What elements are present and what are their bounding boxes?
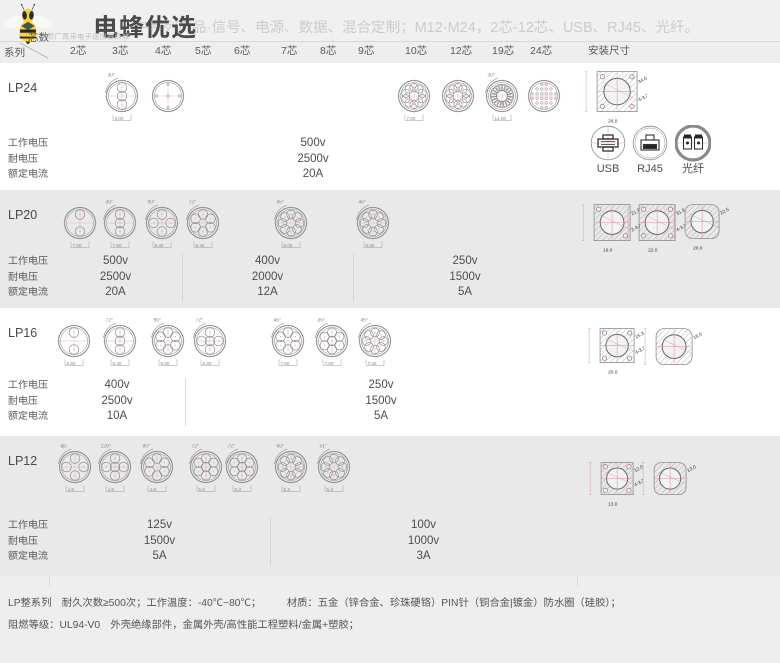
svg-text:45°: 45° [274,318,282,324]
svg-text:7.00: 7.00 [73,243,82,248]
svg-text:7.60: 7.60 [113,243,122,248]
svg-text:8.40: 8.40 [196,243,205,248]
svg-text:19.0: 19.0 [603,248,613,254]
svg-text:13.0: 13.0 [608,502,618,508]
svg-text:7.00: 7.00 [325,361,334,366]
svg-text:45°: 45° [277,200,285,206]
svg-text:26.0: 26.0 [608,119,618,125]
svg-text:45°: 45° [359,200,367,206]
svg-text:72°: 72° [189,200,197,206]
svg-text:20.0: 20.0 [608,370,618,376]
svg-text:72°: 72° [192,444,200,450]
svg-text:35°: 35° [318,318,326,324]
svg-text:30°: 30° [108,73,116,79]
svg-text:72°: 72° [106,318,114,324]
svg-text:4.8: 4.8 [108,487,115,492]
svg-text:8.00: 8.00 [115,116,124,121]
svg-text:30°: 30° [488,73,496,79]
svg-text:7.00: 7.00 [407,116,416,121]
svg-text:8.40: 8.40 [155,243,164,248]
svg-text:16.5: 16.5 [692,331,702,341]
svg-text:RJ45: RJ45 [637,163,663,175]
svg-text:5.0: 5.0 [199,487,206,492]
svg-text:34.0: 34.0 [637,76,647,86]
svg-text:60°: 60° [277,444,285,450]
svg-text:5.3: 5.3 [235,487,242,492]
svg-text:90°: 90° [143,444,151,450]
svg-text:6.60: 6.60 [161,361,170,366]
svg-text:4-3.2: 4-3.2 [637,93,647,104]
svg-text:光纤: 光纤 [682,161,704,175]
svg-text:5.3: 5.3 [284,487,291,492]
svg-text:22.0: 22.0 [648,248,658,254]
svg-text:4.8: 4.8 [68,487,75,492]
svg-text:6.40: 6.40 [113,361,122,366]
svg-text:8p·: 8p· [61,444,69,450]
svg-text:8.00: 8.00 [284,243,293,248]
svg-text:72°: 72° [196,318,204,324]
svg-text:8.00: 8.00 [366,243,375,248]
svg-text:5.3: 5.3 [327,487,334,492]
svg-text:5.60: 5.60 [67,361,76,366]
svg-text:7.00: 7.00 [368,361,377,366]
svg-text:4.8: 4.8 [150,487,157,492]
svg-text:4-3.2: 4-3.2 [634,345,644,356]
svg-text:51°: 51° [320,444,328,450]
svg-text:14.00: 14.00 [495,116,507,121]
svg-text:22.5: 22.5 [719,207,729,217]
svg-text:USB: USB [597,163,620,175]
svg-text:72°: 72° [228,444,236,450]
svg-text:13.0: 13.0 [686,464,696,474]
svg-text:90°: 90° [154,318,162,324]
svg-text:45°: 45° [361,318,369,324]
svg-text:6.80: 6.80 [203,361,212,366]
svg-text:30°: 30° [106,200,114,206]
svg-text:120°: 120° [101,444,111,450]
svg-text:20.0: 20.0 [693,246,703,252]
svg-text:90°: 90° [148,200,156,206]
svg-text:15.3: 15.3 [634,331,644,341]
svg-text:7.00: 7.00 [281,361,290,366]
